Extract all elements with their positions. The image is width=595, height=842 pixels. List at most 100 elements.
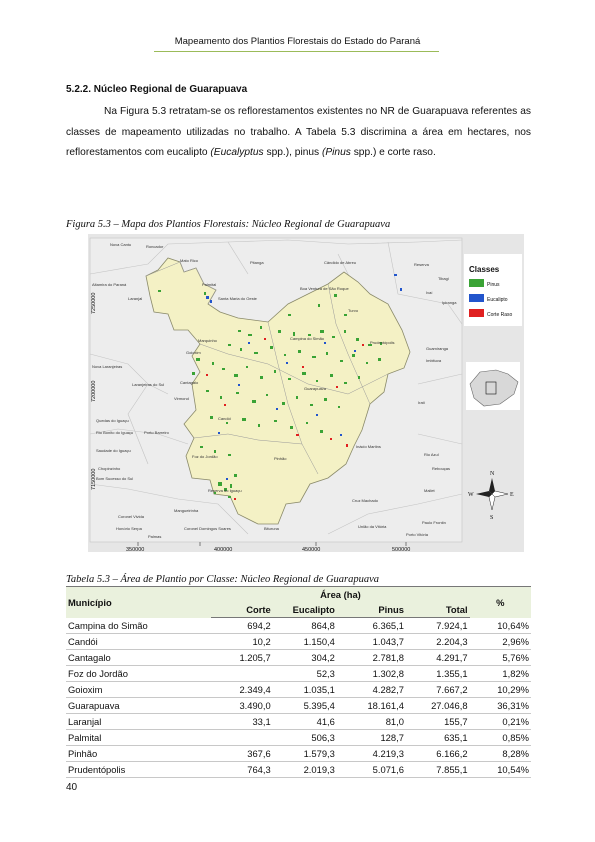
place-label: Quedas do Iguaçu: [96, 418, 129, 423]
place-label: Pinhão: [274, 456, 287, 461]
legend-label: Pinus: [487, 282, 500, 288]
place-label: Nova Cantu: [110, 242, 131, 247]
cell-eucalipto: 1.150,4: [272, 633, 337, 650]
cell-corte: [211, 665, 273, 682]
cell-municipio: Candói: [66, 633, 212, 650]
cell-pinus: 128,7: [336, 729, 406, 746]
cell-municipio: Prudentópolis: [66, 761, 212, 778]
place-label: Porto Barreiro: [144, 430, 170, 435]
nucleo-guarapuava-region: [145, 257, 411, 525]
place-label: Candói: [218, 416, 231, 421]
cell-eucalipto: 506,3: [272, 729, 337, 746]
cell-municipio: Palmital: [66, 729, 212, 746]
place-label: Irati: [418, 400, 425, 405]
place-label: Ipiranga: [442, 300, 457, 305]
cell-pct: 36,31%: [469, 697, 531, 714]
legend-label: Corte Raso: [487, 312, 513, 318]
col-corte: Corte: [211, 602, 273, 618]
table-row: Candói 10,2 1.150,4 1.043,7 2.204,3 2,96%: [66, 633, 531, 650]
cell-pct: 5,76%: [469, 649, 531, 666]
cell-municipio: Campina do Simão: [66, 617, 212, 634]
cell-pct: 2,96%: [469, 633, 531, 650]
cell-total: 2.204,3: [405, 633, 470, 650]
table-row: Campina do Simão 694,2 864,8 6.365,1 7.924,1…: [66, 617, 531, 634]
cell-pct: 0,21%: [469, 713, 531, 730]
corte-raso-patches: [206, 338, 364, 500]
locator-highlight: [485, 381, 497, 395]
internal-border: [199, 343, 389, 395]
col-municipio: Município: [66, 586, 212, 618]
cell-municipio: Goioxim: [66, 681, 212, 698]
place-label: Imbituva: [426, 358, 442, 363]
legend-swatch-corte-raso: [469, 309, 484, 317]
table-row: Laranjal 33,1 41,6 81,0 155,7 0,21%: [66, 713, 531, 730]
cell-eucalipto: 1.579,3: [272, 745, 337, 762]
cell-corte: 10,2: [211, 633, 273, 650]
body-paragraph: Na Figura 5.3 retratam-se os reflorestam…: [66, 102, 531, 164]
internal-border: [193, 433, 303, 445]
parana-outline-shape: [469, 369, 519, 407]
table-row: Foz do Jordão 52,3 1.302,8 1.355,1 1,82%: [66, 665, 531, 682]
figure-caption: Figura 5.3 – Mapa dos Plantios Florestai…: [66, 219, 391, 230]
table-row: Pinhão 367,6 1.579,3 4.219,3 6.166,2 8,28%: [66, 745, 531, 762]
place-label: Santa Maria do Oeste: [218, 296, 258, 301]
col-area: Área (ha): [211, 586, 470, 602]
place-label: Mato Rico: [180, 258, 199, 263]
place-label: Reserva: [414, 262, 430, 267]
place-label: Foz do Jordão: [192, 454, 218, 459]
paragraph-pinus: (Pinus: [321, 147, 351, 158]
page-number: 40: [66, 782, 78, 793]
eucalipto-patches: [206, 274, 402, 480]
place-label: Mangueirinha: [174, 508, 199, 513]
place-label: Nova Laranjeiras: [92, 364, 122, 369]
place-label: Laranjal: [128, 296, 142, 301]
compass-w: W: [468, 492, 474, 498]
place-label: Bom Sucesso do Sul: [96, 476, 133, 481]
cell-corte: 1.205,7: [211, 649, 273, 666]
place-label: Paulo Frontin: [422, 520, 446, 525]
paragraph-text-3: spp.) e corte raso.: [350, 147, 436, 158]
place-label: Coronel Vivida: [118, 514, 145, 519]
cell-municipio: Guarapuava: [66, 697, 212, 714]
cell-eucalipto: 2.019,3: [272, 761, 337, 778]
cell-total: 27.046,8: [405, 697, 470, 714]
place-label: Cantagalo: [180, 380, 199, 385]
internal-border: [267, 321, 319, 475]
cell-pinus: 6.365,1: [336, 617, 406, 634]
place-label: Goioxim: [186, 350, 201, 355]
place-label: Inácio Martins: [356, 444, 381, 449]
table-row: Guarapuava 3.490,0 5.395,4 18.161,4 27.046,8…: [66, 697, 531, 714]
paragraph-text-1: Na Figura 5.3 retratam-se os reflorestam…: [66, 106, 531, 158]
legend-label: Eucalipto: [487, 297, 508, 303]
cell-corte: 3.490,0: [211, 697, 273, 714]
paragraph-text-2: spp.), pinus: [263, 147, 322, 158]
cell-municipio: Cantagalo: [66, 649, 212, 666]
place-label: Mallet: [424, 488, 436, 493]
cell-pinus: 2.781,8: [336, 649, 406, 666]
cell-eucalipto: 52,3: [272, 665, 337, 682]
x-tick-label: 350000: [126, 547, 144, 552]
table-caption: Tabela 5.3 – Área de Plantio por Classe:…: [66, 574, 380, 585]
cell-total: 7.855,1: [405, 761, 470, 778]
place-label: Porto Vitória: [406, 532, 429, 537]
cell-pct: 10,29%: [469, 681, 531, 698]
area-table: Município Área (ha) % Corte Eucalipto Pi…: [66, 586, 531, 778]
cell-total: 6.166,2: [405, 745, 470, 762]
place-label: Guamiranga: [426, 346, 449, 351]
cell-municipio: Laranjal: [66, 713, 212, 730]
compass-s: S: [490, 515, 493, 521]
cell-pct: 8,28%: [469, 745, 531, 762]
internal-border: [145, 261, 217, 305]
col-eucalipto: Eucalipto: [272, 602, 337, 618]
place-label: Turvo: [348, 308, 359, 313]
cell-total: 635,1: [405, 729, 470, 746]
cell-pinus: 1.302,8: [336, 665, 406, 682]
cell-pinus: 81,0: [336, 713, 406, 730]
forest-map: Nova Cantu Roncador Mato Rico Pitanga Câ…: [88, 234, 524, 552]
table-row: Palmital 506,3 128,7 635,1 0,85%: [66, 729, 531, 746]
x-tick-label: 400000: [214, 547, 232, 552]
section-title: 5.2.2. Núcleo Regional de Guarapuava: [66, 84, 248, 95]
cell-pinus: 1.043,7: [336, 633, 406, 650]
cell-municipio: Foz do Jordão: [66, 665, 212, 682]
legend-title: Classes: [469, 265, 500, 274]
